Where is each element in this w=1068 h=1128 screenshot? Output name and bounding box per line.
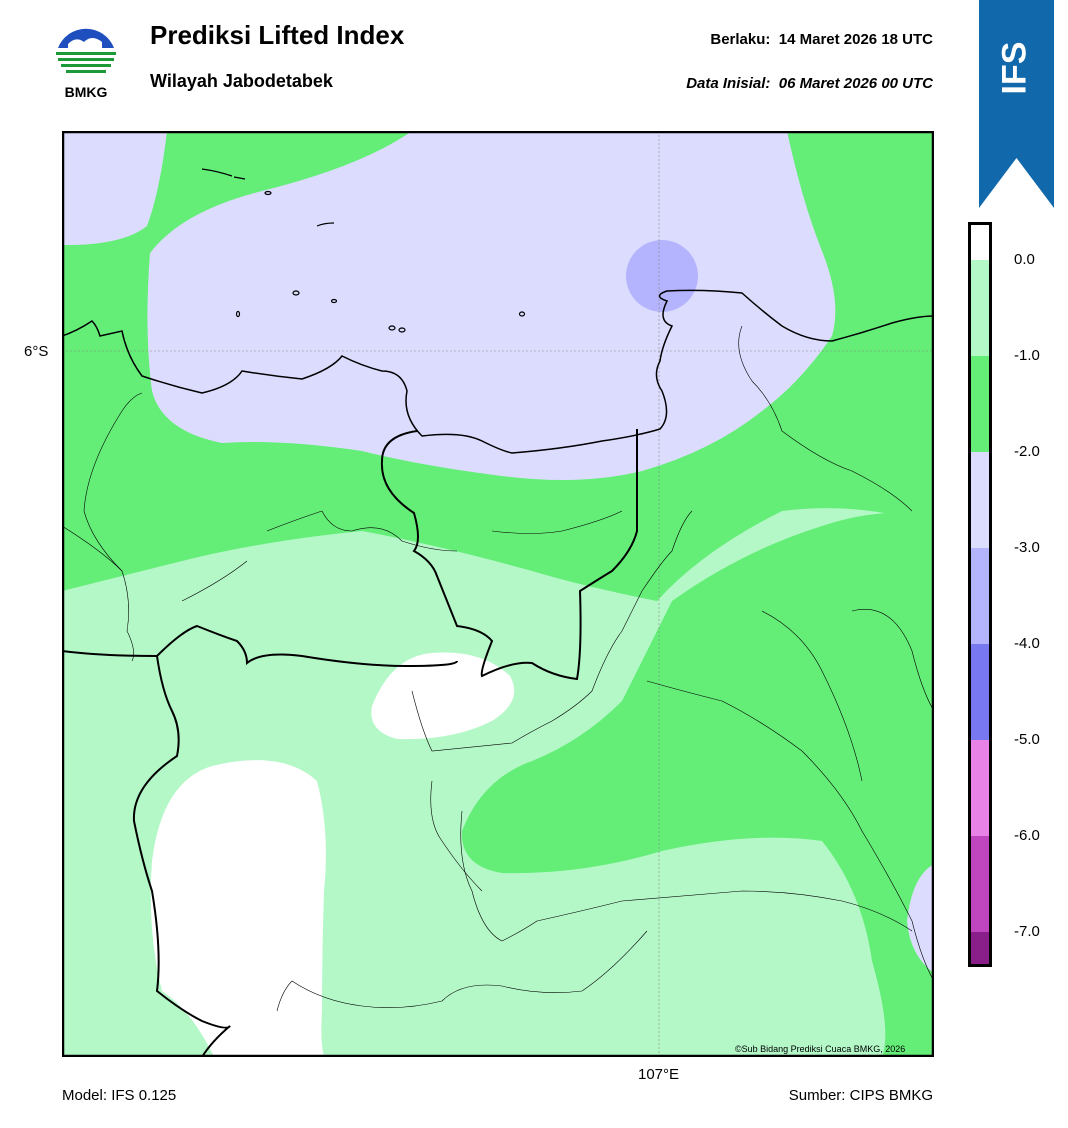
footer-source: Sumber: CIPS BMKG (788, 1087, 933, 1104)
valid-time: Berlaku: 14 Maret 2026 18 UTC (710, 31, 933, 48)
colorbar-swatch-0-to-1 (970, 260, 990, 356)
li-zone-2-to-3-southeast (907, 864, 934, 973)
li-zone-above-0-center (371, 652, 515, 740)
lon-label-107e: 107°E (638, 1066, 680, 1083)
ifs-badge: IFS (979, 0, 1054, 208)
colorbar-tick-2: -2.0 (1014, 443, 1040, 460)
coastline (62, 289, 934, 454)
colorbar-swatch-below-7 (970, 932, 990, 965)
province-border-west (132, 655, 231, 1057)
init-label: Data Inisial: (686, 75, 771, 92)
colorbar-swatch-2-to-3 (970, 452, 990, 548)
page-subtitle: Wilayah Jabodetabek (150, 71, 333, 91)
regency-borders (62, 325, 934, 1012)
valid-value: 14 Maret 2026 18 UTC (778, 31, 933, 48)
thousand-islands (201, 168, 526, 333)
colorbar-swatch-3-to-4 (970, 548, 990, 644)
colorbar-tick-6: -6.0 (1014, 827, 1040, 844)
province-border-banten (62, 624, 458, 668)
colorbar-swatch-5-to-6 (970, 740, 990, 836)
province-border-jakarta (380, 429, 638, 681)
colorbar-swatch-4-to-5 (970, 644, 990, 740)
colorbar-tick-1: -1.0 (1014, 347, 1040, 364)
li-zone-2-to-3-northwest (62, 131, 167, 246)
li-zone-3-to-4-blob (626, 240, 698, 312)
lat-label-6s: 6°S (24, 343, 49, 360)
colorbar-tick-3: -3.0 (1014, 539, 1040, 556)
li-zone-1-to-2-east (62, 131, 934, 1057)
colorbar-swatch-above-0 (970, 224, 990, 260)
colorbar-tick-0: 0.0 (1014, 251, 1035, 268)
init-time: Data Inisial: 06 Maret 2026 00 UTC (686, 75, 933, 92)
lifted-index-map (62, 131, 934, 1057)
logo-text: BMKG (65, 84, 108, 100)
colorbar-swatch-1-to-2 (970, 356, 990, 452)
li-zone-above-0-southwest (150, 760, 326, 1057)
map-credit: ©Sub Bidang Prediksi Cuaca BMKG, 2026 (735, 1044, 906, 1054)
colorbar-tick-5: -5.0 (1014, 731, 1040, 748)
bmkg-logo: BMKG (56, 22, 116, 100)
ifs-badge-text: IFS (995, 42, 1033, 95)
valid-label: Berlaku: (710, 31, 771, 48)
footer-model: Model: IFS 0.125 (62, 1087, 177, 1104)
page-title: Prediksi Lifted Index (150, 20, 405, 50)
colorbar-tick-7: -7.0 (1014, 923, 1040, 940)
map-border (62, 131, 934, 1057)
init-value: 06 Maret 2026 00 UTC (778, 75, 933, 92)
colorbar-tick-4: -4.0 (1014, 635, 1040, 652)
colorbar (968, 222, 992, 967)
colorbar-swatch-6-to-7 (970, 836, 990, 932)
